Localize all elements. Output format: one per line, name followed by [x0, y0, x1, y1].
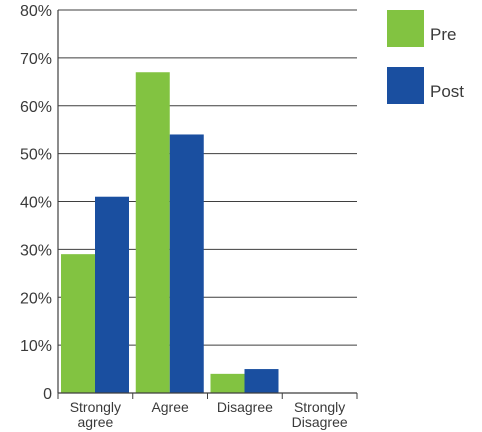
y-tick-label: 40%: [20, 195, 52, 212]
y-tick-label: 70%: [20, 51, 52, 68]
y-tick-label: 30%: [20, 242, 52, 259]
x-tick-label: Agree: [151, 399, 189, 415]
y-tick-label: 60%: [20, 99, 52, 116]
bar-pre-disagree: [210, 373, 245, 393]
legend: Pre Post: [387, 10, 464, 104]
bar-pre-agree: [135, 72, 170, 394]
bar-post-strongly-agree: [95, 196, 129, 393]
bar-post-disagree: [244, 369, 279, 393]
y-tick-label: 50%: [20, 147, 52, 164]
legend-label-pre: Pre: [430, 25, 456, 44]
x-tick-label: Strongly agree: [70, 399, 121, 430]
y-tick-label: 0: [43, 386, 52, 403]
y-axis-tick-labels: 0 10% 20% 30% 40% 50% 60% 70% 80%: [20, 3, 52, 403]
axes: [57, 10, 358, 399]
bars: [61, 72, 279, 394]
x-tick-label: Strongly Disagree: [292, 399, 348, 430]
x-axis-tick-labels: Strongly agree Agree Disagree Strongly Disagr…: [70, 399, 348, 430]
legend-swatch-pre: [387, 10, 424, 47]
x-tick-label: Disagree: [217, 399, 273, 415]
bar-post-agree: [169, 134, 204, 393]
y-tick-label: 10%: [20, 338, 52, 355]
legend-swatch-post: [387, 67, 424, 104]
legend-label-post: Post: [430, 82, 464, 101]
y-tick-label: 20%: [20, 290, 52, 307]
bar-pre-strongly-agree: [61, 254, 95, 393]
y-tick-label: 80%: [20, 3, 52, 20]
